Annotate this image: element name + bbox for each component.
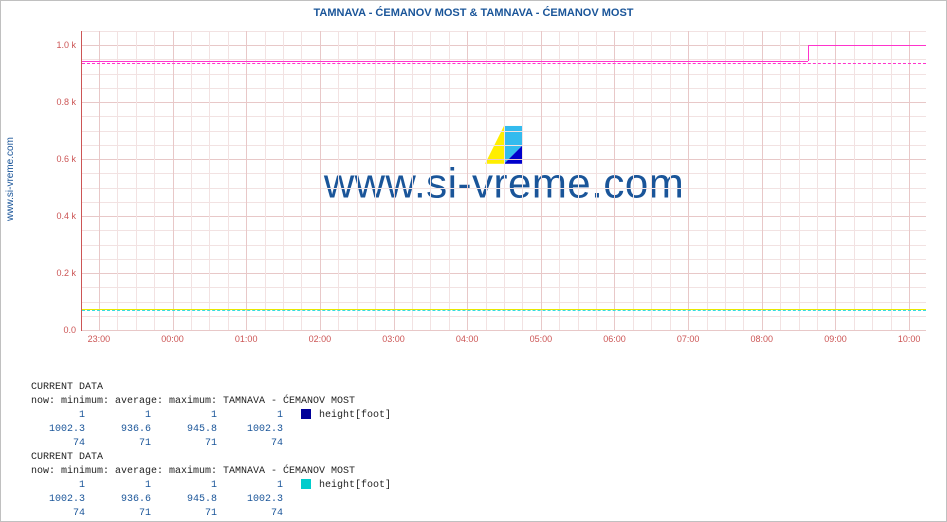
y-tick-label: 0.0 (63, 325, 82, 335)
grid-line-v (320, 31, 321, 330)
grid-line-v-minor (375, 31, 376, 330)
series-height-pink (808, 45, 926, 46)
x-tick-label: 03:00 (382, 330, 405, 344)
grid-line-h (82, 330, 926, 331)
legend-series-label: height[foot] (313, 410, 391, 421)
grid-line-v-minor (743, 31, 744, 330)
chart-container: TAMNAVA - ĆEMANOV MOST & TAMNAVA - ĆEMAN… (0, 0, 947, 522)
grid-line-v-minor (486, 31, 487, 330)
y-tick-label: 0.2 k (56, 268, 82, 278)
grid-line-v-minor (780, 31, 781, 330)
x-tick-label: 08:00 (751, 330, 774, 344)
grid-line-v-minor (136, 31, 137, 330)
y-tick-label: 0.8 k (56, 97, 82, 107)
grid-line-v (99, 31, 100, 330)
legend-data-row: 1002.3 936.6 945.8 1002.3 (31, 423, 391, 437)
x-tick-label: 06:00 (603, 330, 626, 344)
x-tick-label: 04:00 (456, 330, 479, 344)
grid-line-v-minor (191, 31, 192, 330)
x-tick-label: 02:00 (309, 330, 332, 344)
chart-area: www.si-vreme.com 0.00.2 k0.4 k0.6 k0.8 k… (81, 31, 926, 351)
y-tick-label: 1.0 k (56, 40, 82, 50)
grid-line-v (246, 31, 247, 330)
legend-swatch-icon (301, 479, 311, 489)
grid-line-v (173, 31, 174, 330)
grid-line-v-minor (283, 31, 284, 330)
legend-block: CURRENT DATA now: minimum: average: maxi… (31, 381, 391, 451)
grid-line-v-minor (725, 31, 726, 330)
grid-line-v-minor (559, 31, 560, 330)
grid-line-v (541, 31, 542, 330)
grid-line-v-minor (449, 31, 450, 330)
legend-series-label: height[foot] (313, 480, 391, 491)
legend-header: now: minimum: average: maximum: TAMNAVA … (31, 465, 391, 479)
legend-swatch-icon (301, 409, 311, 419)
grid-line-v-minor (799, 31, 800, 330)
grid-line-v-minor (651, 31, 652, 330)
legend-data-row: 74 71 71 74 (31, 507, 391, 521)
grid-line-v-minor (872, 31, 873, 330)
x-tick-label: 01:00 (235, 330, 258, 344)
plot-area: www.si-vreme.com 0.00.2 k0.4 k0.6 k0.8 k… (81, 31, 926, 331)
grid-line-v-minor (430, 31, 431, 330)
series-step-height-pink (808, 45, 809, 61)
series-height-cyan-dashed (82, 310, 926, 311)
grid-line-v-minor (504, 31, 505, 330)
legend-header: now: minimum: average: maximum: TAMNAVA … (31, 395, 391, 409)
grid-line-v (688, 31, 689, 330)
grid-line-v-minor (891, 31, 892, 330)
legend-data-row: 1 1 1 1 height[foot] (31, 409, 391, 423)
grid-line-v-minor (596, 31, 597, 330)
grid-line-v-minor (357, 31, 358, 330)
grid-line-v-minor (854, 31, 855, 330)
series-height-pink (82, 61, 808, 62)
chart-title: TAMNAVA - ĆEMANOV MOST & TAMNAVA - ĆEMAN… (1, 1, 946, 21)
y-tick-label: 0.6 k (56, 154, 82, 164)
grid-line-v-minor (707, 31, 708, 330)
grid-line-v-minor (578, 31, 579, 330)
grid-line-v-minor (301, 31, 302, 330)
x-tick-label: 07:00 (677, 330, 700, 344)
grid-line-v (835, 31, 836, 330)
grid-line-v-minor (209, 31, 210, 330)
grid-line-v-minor (117, 31, 118, 330)
grid-line-v-minor (633, 31, 634, 330)
legend-title: CURRENT DATA (31, 451, 391, 465)
grid-line-v-minor (228, 31, 229, 330)
grid-line-v-minor (522, 31, 523, 330)
x-tick-label: 09:00 (824, 330, 847, 344)
x-tick-label: 00:00 (161, 330, 184, 344)
grid-line-v-minor (670, 31, 671, 330)
legend-block: CURRENT DATA now: minimum: average: maxi… (31, 451, 391, 521)
grid-line-v-minor (817, 31, 818, 330)
grid-line-v-minor (338, 31, 339, 330)
legend-data-row: 1 1 1 1 height[foot] (31, 479, 391, 493)
y-tick-label: 0.4 k (56, 211, 82, 221)
x-tick-label: 23:00 (88, 330, 111, 344)
y-axis-label: www.si-vreme.com (5, 137, 16, 221)
legend-data-row: 74 71 71 74 (31, 437, 391, 451)
grid-line-v (909, 31, 910, 330)
grid-line-v-minor (412, 31, 413, 330)
legend-title: CURRENT DATA (31, 381, 391, 395)
series-height-pink-dashed (82, 63, 926, 64)
grid-line-v-minor (265, 31, 266, 330)
grid-line-v-minor (154, 31, 155, 330)
grid-line-v (762, 31, 763, 330)
legend-data-row: 1002.3 936.6 945.8 1002.3 (31, 493, 391, 507)
grid-line-v (467, 31, 468, 330)
x-tick-label: 10:00 (898, 330, 921, 344)
x-tick-label: 05:00 (530, 330, 553, 344)
grid-line-v (614, 31, 615, 330)
grid-line-v (394, 31, 395, 330)
